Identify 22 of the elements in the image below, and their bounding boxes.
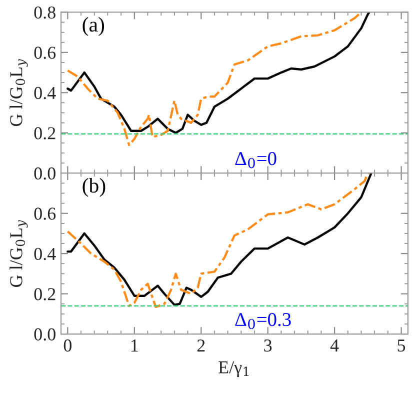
- y-tick-label: 0.6: [34, 208, 56, 220]
- x-tick-label: 0: [64, 339, 72, 352]
- annotation: Δ$_{0}$=0: [235, 152, 276, 168]
- annotation: (a): [82, 17, 104, 36]
- x-tick-label: 1: [131, 340, 138, 352]
- y-tick-label: 0.2: [34, 127, 56, 140]
- y-tick-label: 0.6: [34, 46, 56, 59]
- x-tick-label: 5: [398, 340, 406, 352]
- y-axis-title: G l/G$_{0}$L$_{y}$: [10, 220, 28, 287]
- x-axis-title: E/γ$_{1}$: [218, 361, 248, 378]
- y-tick-label: 0.0: [34, 167, 56, 180]
- x-tick-label: 3: [264, 339, 272, 352]
- y-tick-label: 0.0: [34, 328, 56, 341]
- x-tick-label: 2: [197, 339, 205, 352]
- annotation: Δ$_{0}$=0.3: [235, 312, 291, 330]
- y-tick-label: 0.4: [34, 86, 56, 100]
- y-axis-title: G l/G$_{0}$L$_{y}$: [10, 59, 28, 126]
- y-tick-label: 0.8: [34, 6, 56, 19]
- y-tick-label: 0.4: [34, 248, 56, 260]
- x-tick-label: 4: [330, 340, 339, 352]
- y-tick-label: 0.2: [34, 288, 56, 300]
- annotation: (b): [82, 178, 106, 197]
